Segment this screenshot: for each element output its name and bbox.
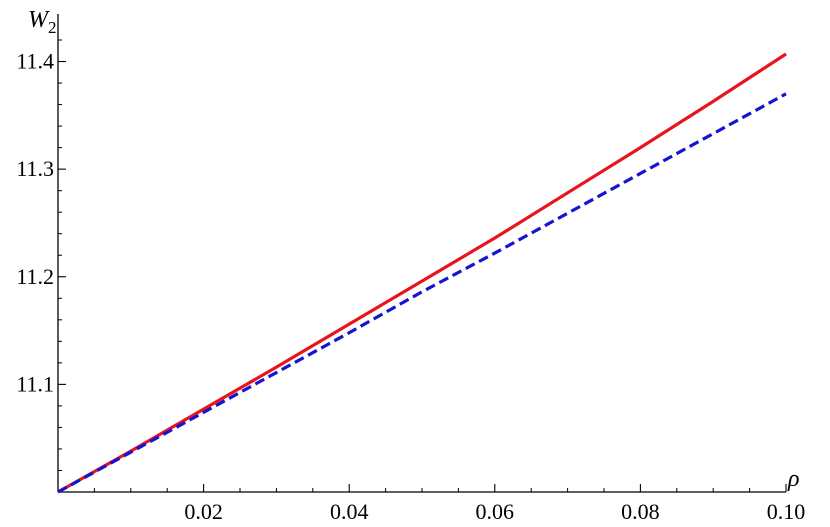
y-tick-label: 11.2 (16, 264, 54, 289)
y-tick-label: 11.4 (16, 49, 54, 74)
axis-labels: W2 ρ (28, 7, 800, 492)
x-axis-label: ρ (787, 466, 800, 492)
x-tick-label: 0.06 (476, 499, 515, 524)
x-tick-label: 0.10 (767, 499, 806, 524)
y-axis-label-main: W (28, 7, 50, 33)
axes: 0.02 0.04 0.06 0.08 0.10 11.1 11.2 11.3 11.4 (16, 14, 805, 524)
y-axis-label-sub: 2 (48, 18, 57, 37)
series-line-solid-red (57, 52, 787, 494)
y-tick-label: 11.1 (16, 371, 54, 396)
series-layer (57, 52, 787, 494)
x-tick-label: 0.02 (184, 499, 223, 524)
x-tick-label: 0.04 (330, 499, 369, 524)
y-tick-label: 11.3 (16, 156, 54, 181)
y-axis-label: W2 (28, 7, 57, 37)
series-line-dashed-blue (57, 92, 787, 494)
x-tick-label: 0.08 (621, 499, 660, 524)
